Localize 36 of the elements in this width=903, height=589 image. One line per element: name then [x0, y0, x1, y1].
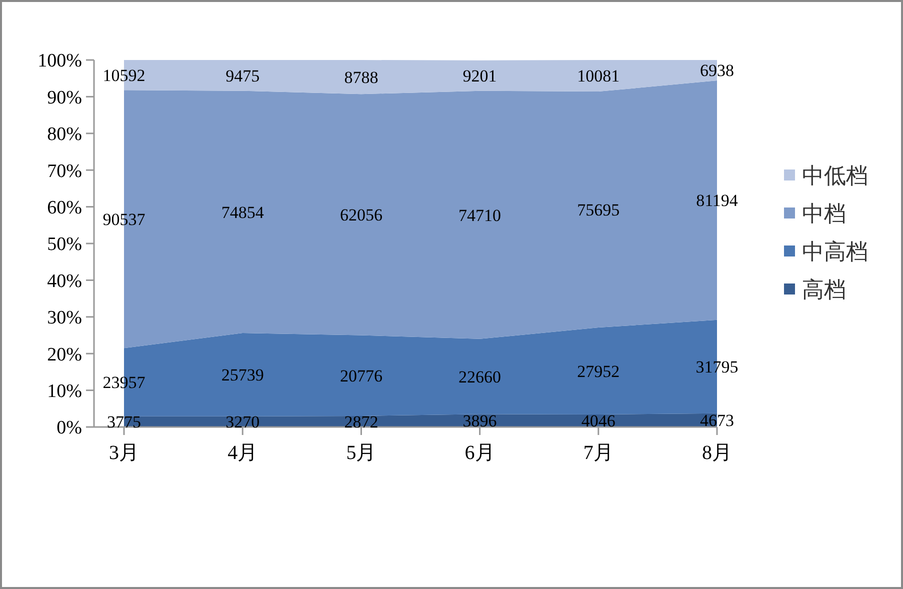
- y-tick-label: 80%: [47, 124, 82, 146]
- annotation: 9475: [226, 66, 260, 86]
- x-tick-label: 3月: [109, 442, 139, 464]
- x-tick-label: 8月: [702, 442, 732, 464]
- annotation: 81194: [696, 191, 738, 210]
- legend-label: 中低档: [802, 163, 868, 188]
- annotation: 9201: [462, 66, 497, 86]
- annotation: 62056: [340, 206, 382, 225]
- annotation: 74710: [458, 206, 502, 225]
- annotation: 74854: [221, 202, 264, 222]
- y-tick-label: 20%: [47, 344, 82, 366]
- annotation: 3775: [107, 412, 141, 432]
- y-tick-label: 60%: [47, 197, 82, 218]
- y-tick-label: 10%: [47, 380, 82, 402]
- y-tick-label: 40%: [47, 270, 82, 292]
- annotation: 3896: [462, 412, 497, 431]
- y-tick-label: 100%: [38, 50, 82, 72]
- y-tick-label: 90%: [47, 87, 82, 108]
- y-tick-label: 70%: [47, 160, 82, 182]
- annotation: 10081: [577, 66, 620, 86]
- y-tick-label: 30%: [47, 308, 82, 329]
- legend-label: 中高档: [802, 239, 868, 264]
- legend-label: 高档: [802, 277, 846, 302]
- x-tick-label: 4月: [228, 442, 258, 464]
- annotation: 6938: [700, 61, 734, 80]
- annotation: 10592: [102, 66, 146, 85]
- y-tick-label: 50%: [47, 234, 82, 256]
- annotation: 75695: [577, 200, 620, 220]
- x-tick-label: 6月: [464, 442, 495, 464]
- y-tick-label: 0%: [56, 418, 82, 439]
- annotation: 8788: [344, 68, 378, 88]
- annotation: 90537: [102, 210, 146, 230]
- legend-label: 中档: [802, 201, 846, 226]
- x-tick-label: 7月: [583, 442, 614, 464]
- annotation: 4046: [581, 412, 616, 431]
- x-tick-label: 5月: [346, 442, 376, 464]
